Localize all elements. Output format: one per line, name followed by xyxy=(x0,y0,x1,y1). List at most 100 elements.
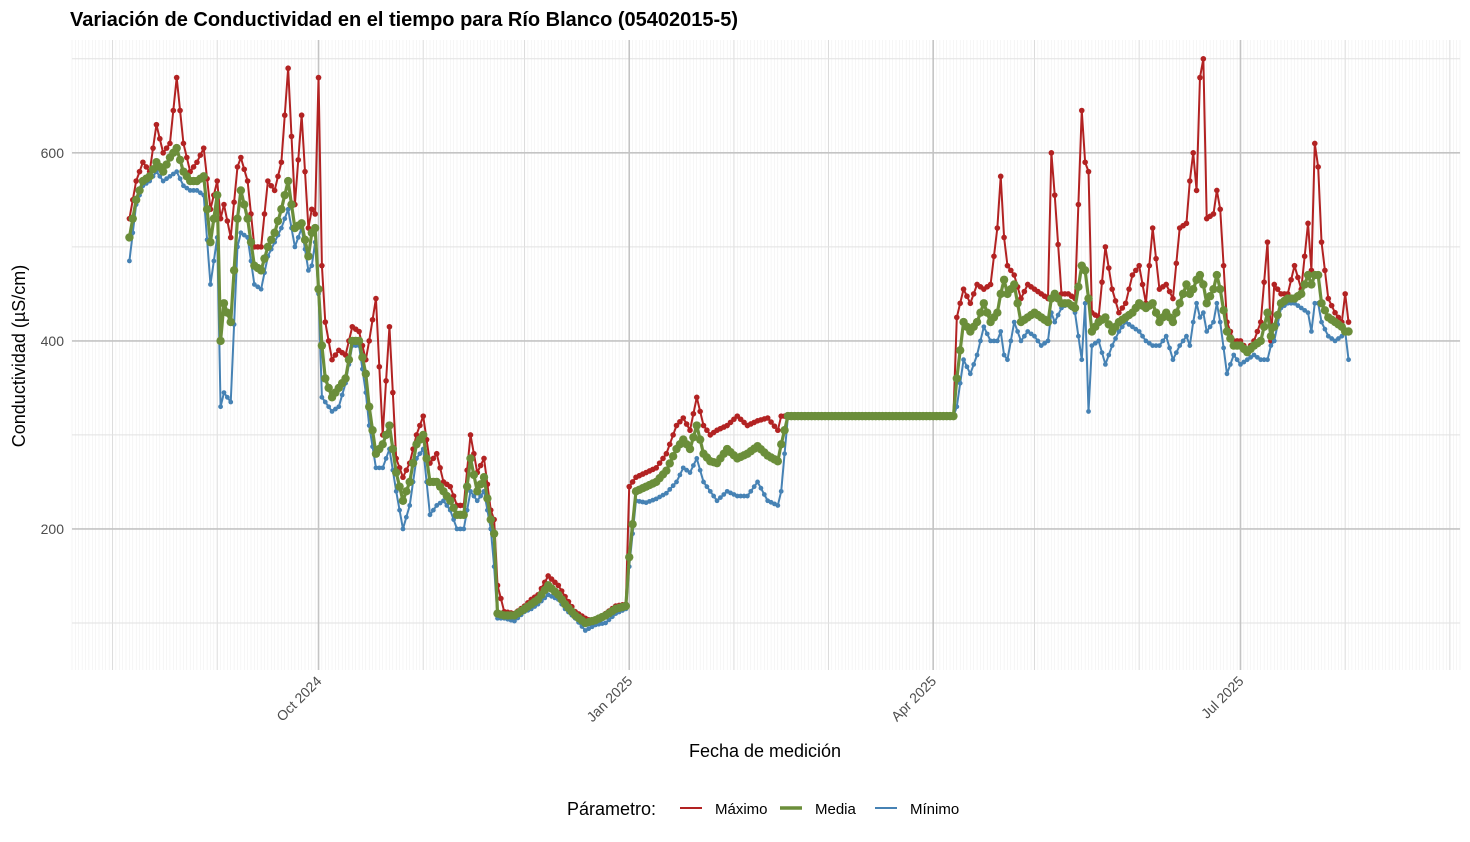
data-point-minimo xyxy=(326,404,332,410)
data-point-maximo xyxy=(1220,262,1227,269)
data-point-minimo xyxy=(721,492,727,497)
data-point-maximo xyxy=(1217,206,1224,213)
data-point-minimo xyxy=(177,176,183,182)
data-point-minimo xyxy=(1143,338,1149,344)
data-point-maximo xyxy=(180,140,187,147)
data-point-minimo xyxy=(738,493,744,499)
data-point-maximo xyxy=(964,293,970,300)
data-point-media xyxy=(1189,284,1198,294)
data-point-media xyxy=(621,601,631,611)
data-point-minimo xyxy=(741,493,747,499)
data-point-minimo xyxy=(967,371,973,377)
data-point-minimo xyxy=(1211,319,1216,325)
data-point-maximo xyxy=(194,159,200,166)
data-point-minimo xyxy=(1319,319,1324,325)
data-point-media xyxy=(955,346,965,355)
data-point-media xyxy=(358,353,367,362)
data-point-maximo xyxy=(687,427,693,434)
data-point-maximo xyxy=(319,262,325,269)
data-point-minimo xyxy=(228,399,234,405)
x-axis-title: Fecha de medición xyxy=(689,741,841,761)
data-point-minimo xyxy=(474,498,480,504)
data-point-minimo xyxy=(1298,305,1304,311)
data-point-media xyxy=(148,165,158,174)
data-point-minimo xyxy=(1035,338,1041,344)
data-point-maximo xyxy=(997,173,1004,180)
data-point-media xyxy=(287,200,296,209)
data-point-minimo xyxy=(333,406,338,412)
data-point-minimo xyxy=(1170,357,1176,363)
data-point-maximo xyxy=(1109,286,1115,292)
data-point-minimo xyxy=(1150,343,1156,348)
data-point-minimo xyxy=(684,467,690,473)
data-point-minimo xyxy=(1140,333,1145,339)
data-point-minimo xyxy=(677,472,683,478)
data-point-media xyxy=(999,275,1009,284)
data-point-media xyxy=(385,421,394,430)
data-point-maximo xyxy=(660,455,666,462)
data-point-maximo xyxy=(447,483,454,490)
data-point-minimo xyxy=(1136,329,1142,334)
data-point-maximo xyxy=(626,483,633,490)
data-point-minimo xyxy=(714,498,720,504)
data-point-minimo xyxy=(160,178,166,184)
data-point-media xyxy=(223,308,232,317)
data-point-maximo xyxy=(1163,281,1169,288)
data-point-maximo xyxy=(153,121,160,128)
data-point-maximo xyxy=(143,164,150,170)
data-point-media xyxy=(692,421,701,430)
data-point-maximo xyxy=(420,413,427,419)
data-point-minimo xyxy=(667,487,673,492)
data-point-maximo xyxy=(1332,309,1338,316)
data-point-maximo xyxy=(231,199,237,205)
data-point-media xyxy=(1212,270,1222,280)
data-point-maximo xyxy=(285,65,291,72)
data-point-minimo xyxy=(998,329,1004,334)
data-point-maximo xyxy=(1105,265,1112,271)
data-point-media xyxy=(388,444,398,454)
data-point-media xyxy=(162,160,171,169)
data-point-maximo xyxy=(184,154,190,161)
data-point-maximo xyxy=(467,432,474,438)
data-point-maximo xyxy=(1261,279,1267,285)
data-point-media xyxy=(1101,313,1110,322)
data-point-minimo xyxy=(1126,322,1132,327)
data-point-maximo xyxy=(677,418,683,425)
data-point-minimo xyxy=(758,485,764,491)
data-point-media xyxy=(972,317,982,327)
data-point-media xyxy=(466,454,475,463)
data-point-minimo xyxy=(1021,333,1027,339)
y-tick-label: 400 xyxy=(41,333,65,349)
data-point-maximo xyxy=(373,295,379,302)
data-point-maximo xyxy=(136,168,143,175)
data-point-minimo xyxy=(1001,352,1007,358)
data-point-maximo xyxy=(1075,201,1082,208)
data-point-minimo xyxy=(1079,357,1085,363)
data-point-minimo xyxy=(697,467,703,473)
data-point-minimo xyxy=(282,216,288,222)
data-point-minimo xyxy=(704,484,710,490)
data-point-maximo xyxy=(369,316,376,323)
data-point-minimo xyxy=(1224,371,1230,377)
y-axis-title: Conductividad (µS/cm) xyxy=(9,265,29,447)
data-point-maximo xyxy=(1153,255,1159,262)
data-point-minimo xyxy=(208,282,213,287)
data-point-maximo xyxy=(1139,281,1146,288)
data-point-maximo xyxy=(764,415,771,421)
data-point-media xyxy=(993,308,1002,317)
data-point-media xyxy=(1172,308,1181,317)
data-point-media xyxy=(364,402,374,411)
data-point-media xyxy=(324,383,333,393)
data-point-maximo xyxy=(400,474,406,481)
data-point-media xyxy=(952,374,962,383)
data-point-maximo xyxy=(234,164,241,170)
data-point-maximo xyxy=(312,211,318,217)
data-point-maximo xyxy=(555,582,562,589)
data-point-minimo xyxy=(978,338,983,344)
data-point-minimo xyxy=(1146,340,1152,346)
data-point-minimo xyxy=(1312,300,1318,306)
data-point-media xyxy=(172,143,181,153)
data-point-minimo xyxy=(711,493,717,499)
data-point-maximo xyxy=(1173,260,1180,267)
